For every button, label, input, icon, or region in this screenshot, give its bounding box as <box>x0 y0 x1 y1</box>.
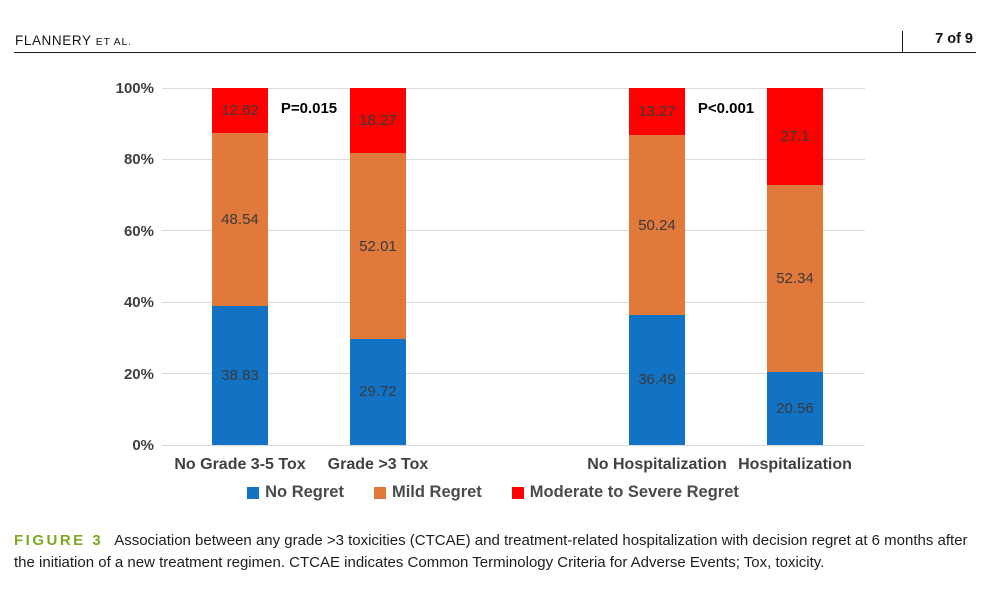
header-separator <box>902 31 903 52</box>
data-label: 52.34 <box>776 269 814 287</box>
data-label: 18.27 <box>359 112 397 130</box>
bar-segment: 50.24 <box>629 135 685 315</box>
bar-segment: 18.27 <box>350 88 406 154</box>
legend-swatch-icon <box>247 486 260 499</box>
data-label: 48.54 <box>221 211 259 229</box>
data-label: 36.49 <box>638 371 676 389</box>
legend-item: Moderate to Severe Regret <box>511 483 739 502</box>
p-value-annotation: P<0.001 <box>697 100 755 117</box>
gridline <box>162 87 865 89</box>
y-axis-tick-label: 20% <box>123 365 154 383</box>
data-label: 52.01 <box>359 237 397 255</box>
bar-segment: 52.34 <box>767 184 823 372</box>
figure-caption-text: Association between any grade >3 toxicit… <box>14 532 968 571</box>
p-value-annotation: P=0.015 <box>280 100 338 117</box>
y-axis-tick-label: 80% <box>123 151 154 169</box>
gridline <box>162 301 865 303</box>
stacked-bar: 36.49 50.24 13.27 <box>629 88 685 445</box>
stacked-bar: 29.72 52.01 18.27 <box>350 88 406 445</box>
data-label: 38.83 <box>221 367 259 385</box>
bar-segment: 52.01 <box>350 153 406 339</box>
bar-segment: 29.72 <box>350 338 406 445</box>
x-axis-category-label: Grade >3 Tox <box>327 456 429 473</box>
chart-legend: No Regret Mild Regret Moderate to Severe R… <box>130 483 856 502</box>
legend-label: Mild Regret <box>391 483 482 501</box>
bar-segment: 38.83 <box>212 306 268 445</box>
stacked-bar: 20.56 52.34 27.1 <box>767 88 823 445</box>
bar-segment: 13.27 <box>629 88 685 136</box>
page-number: 7 of 9 <box>935 31 973 47</box>
bar-segment: 36.49 <box>629 314 685 445</box>
stacked-bar: 38.83 48.54 12.62 <box>212 88 268 445</box>
authors-etal: ET AL. <box>95 36 132 48</box>
x-axis-category-label: No Grade 3-5 Tox <box>174 456 306 473</box>
x-axis-category-label: No Hospitalization <box>587 456 727 473</box>
authors-name: FLANNERY <box>15 33 92 48</box>
legend-swatch-icon <box>511 486 524 499</box>
data-label: 12.62 <box>221 102 259 120</box>
figure-label: FIGURE 3 <box>14 532 104 549</box>
bar-segment: 12.62 <box>212 88 268 134</box>
x-axis-category-label: Hospitalization <box>738 456 852 473</box>
legend-label: Moderate to Severe Regret <box>529 483 739 501</box>
header-rule <box>14 52 976 53</box>
y-axis-tick-label: 100% <box>115 80 154 97</box>
legend-label: No Regret <box>265 483 344 501</box>
legend-swatch-icon <box>373 486 386 499</box>
y-axis-tick-label: 0% <box>132 437 154 454</box>
data-label: 20.56 <box>776 399 814 417</box>
figure-caption: FIGURE 3 Association between any grade >3… <box>14 530 976 573</box>
y-axis-tick-label: 40% <box>123 294 154 312</box>
data-label: 13.27 <box>638 103 676 121</box>
y-axis-tick-label: 60% <box>123 222 154 240</box>
bar-segment: 48.54 <box>212 133 268 307</box>
gridline <box>162 373 865 375</box>
bar-segment: 27.1 <box>767 88 823 185</box>
data-label: 27.1 <box>780 127 810 145</box>
gridline <box>162 230 865 232</box>
running-head-authors: FLANNERY ET AL. <box>15 33 132 48</box>
legend-item: No Regret <box>247 483 344 502</box>
legend-item: Mild Regret <box>373 483 482 502</box>
bar-segment: 20.56 <box>767 371 823 445</box>
gridline <box>162 158 865 160</box>
gridline <box>162 444 865 446</box>
data-label: 50.24 <box>638 216 676 234</box>
data-label: 29.72 <box>359 383 397 401</box>
stacked-bar-chart: 0% 20% 40% 60% 80% 100% 38.83 48.54 12.62 No Grad… <box>116 80 865 473</box>
